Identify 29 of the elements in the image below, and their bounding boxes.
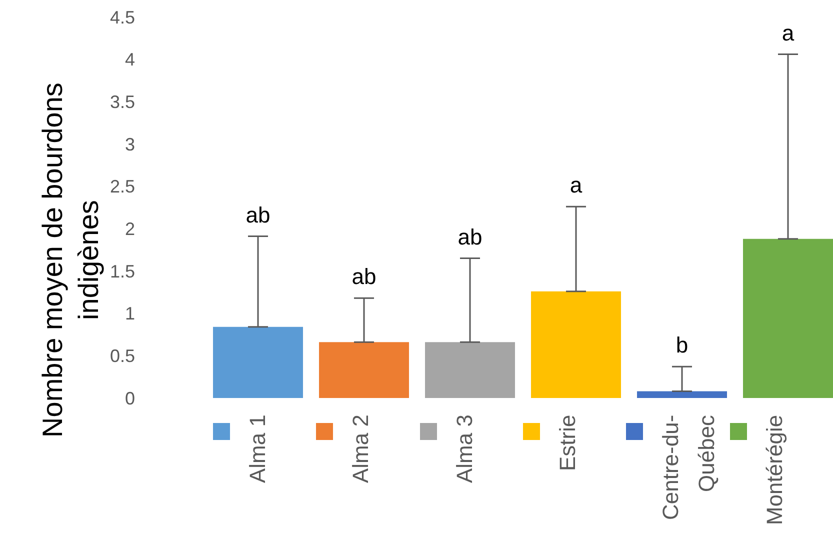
y-tick-label: 0.5 (110, 346, 135, 366)
y-tick-label: 2 (124, 219, 135, 240)
y-axis-title: Nombre moyen de bourdons indigènes (37, 82, 104, 438)
bar (531, 291, 621, 398)
annotation: a (782, 20, 795, 46)
text: Alma 1 (244, 415, 271, 486)
bar (319, 342, 409, 398)
bar (743, 238, 833, 398)
y-tick-label: 3.5 (110, 92, 135, 112)
y-tick-label: 3 (124, 134, 135, 154)
y-tick-label: 4 (124, 50, 135, 70)
bar (213, 326, 303, 398)
y-tick-label: 4.5 (110, 7, 135, 28)
y-tick-label: 1.5 (110, 261, 135, 282)
y-tick-label: 1 (124, 304, 135, 324)
text: Alma 2 (347, 415, 374, 486)
y-tick-label: 0 (124, 388, 135, 408)
annotation: ab (246, 202, 270, 228)
annotation: b (676, 332, 688, 358)
annotation: ab (458, 224, 482, 250)
bar (637, 391, 727, 398)
bar (425, 342, 515, 398)
annotation: a (570, 172, 583, 198)
text: Alma 3 (450, 415, 478, 486)
text: Montérégie (760, 415, 788, 528)
annotation: ab (352, 264, 376, 290)
y-tick-label: 2.5 (110, 176, 135, 197)
legend-label: Estrie (554, 415, 581, 474)
legend-label: Centre-du-Québec (657, 415, 720, 522)
